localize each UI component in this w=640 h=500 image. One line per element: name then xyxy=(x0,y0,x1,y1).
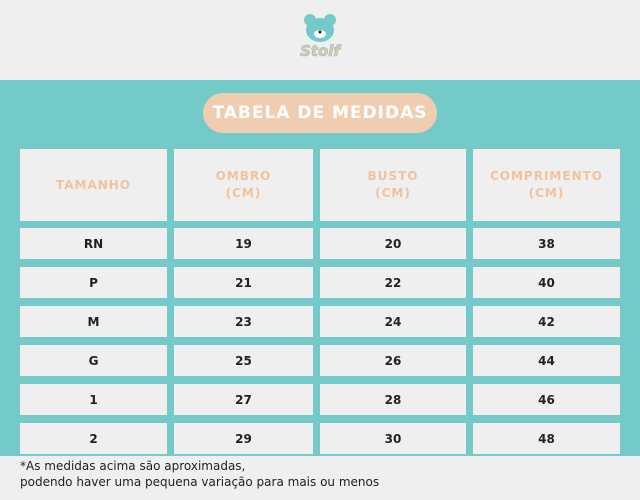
header-text: (CM) xyxy=(528,186,565,200)
table-cell: 2 xyxy=(20,423,167,454)
table-cell: G xyxy=(20,345,167,376)
table-cell: M xyxy=(20,306,167,337)
header-text: (CM) xyxy=(375,186,411,200)
header-text: TAMANHO xyxy=(55,177,132,192)
header-text: OMBRO xyxy=(215,169,272,183)
table-cell: 27 xyxy=(174,384,313,415)
footnote: podendo haver uma pequena variação para … xyxy=(20,475,380,489)
table-cell: 22 xyxy=(320,267,466,298)
table-cell: 29 xyxy=(174,423,313,454)
table-cell: 28 xyxy=(320,384,466,415)
table-cell: 25 xyxy=(174,345,313,376)
table-cell: 48 xyxy=(473,423,620,454)
header-cell: TAMANHO xyxy=(20,149,167,221)
table-cell: 1 xyxy=(20,384,167,415)
header-text: (CM) xyxy=(225,186,262,200)
table-cell: 44 xyxy=(473,345,620,376)
table-cell: 26 xyxy=(320,345,466,376)
table-cell: 21 xyxy=(174,267,313,298)
table-cell: RN xyxy=(20,228,167,259)
logo: Stolf xyxy=(300,14,343,60)
table-cell: 46 xyxy=(473,384,620,415)
header-text: BUSTO xyxy=(367,169,419,183)
header-cell: COMPRIMENTO (CM) xyxy=(473,149,620,221)
header-text: COMPRIMENTO xyxy=(489,169,604,183)
table-cell: 40 xyxy=(473,267,620,298)
title: TABELA DE MEDIDAS xyxy=(203,93,437,133)
table-cell: 42 xyxy=(473,306,620,337)
table-cell: 30 xyxy=(320,423,466,454)
header-cell: OMBRO (CM) xyxy=(174,149,313,221)
table-cell: 24 xyxy=(320,306,466,337)
table-cell: 20 xyxy=(320,228,466,259)
footnote: *As medidas acima são aproximadas, xyxy=(20,459,246,473)
table-cell: 23 xyxy=(174,306,313,337)
table-cell: P xyxy=(20,267,167,298)
logo-text: Stolf xyxy=(300,42,342,60)
header-cell: BUSTO (CM) xyxy=(320,149,466,221)
table-cell: 19 xyxy=(174,228,313,259)
table-cell: 38 xyxy=(473,228,620,259)
